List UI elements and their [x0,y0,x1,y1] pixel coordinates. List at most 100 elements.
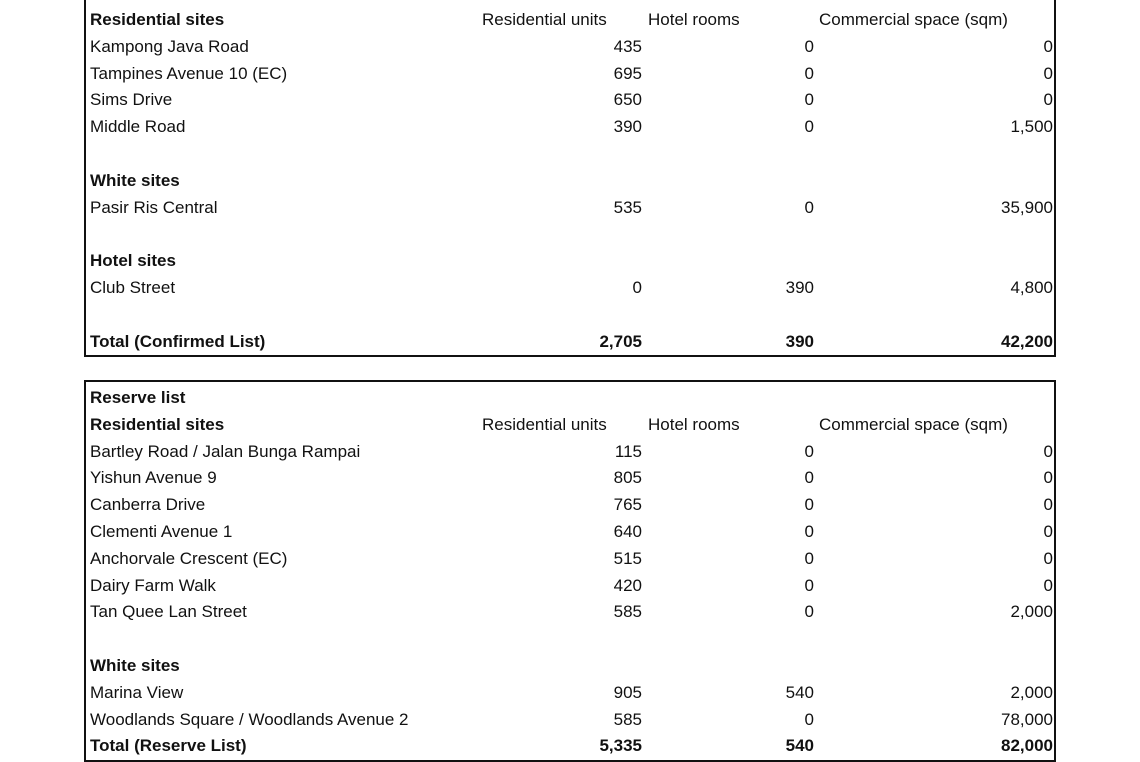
data-row: Tampines Avenue 10 (EC) 695 0 0 [86,61,1054,88]
hotel-rooms-value: 0 [804,468,814,488]
section-label: Reserve list [90,388,186,407]
hotel-rooms-value: 0 [804,63,814,83]
section-row: White sites [86,653,1054,680]
commercial-space-value: 0 [1043,495,1053,515]
data-row: Pasir Ris Central 535 0 35,900 [86,195,1054,222]
residential-units-value: 805 [613,468,642,488]
hotel-rooms-value: 0 [804,602,814,622]
data-row: Bartley Road / Jalan Bunga Rampai 115 0 0 [86,439,1054,466]
section-row: White sites [86,168,1054,195]
total-row: Total (Reserve List) 5,335 540 82,000 [86,733,1054,760]
header-label: Residential sites [90,414,225,434]
section-label: Hotel sites [90,251,176,271]
commercial-space-value: 1,500 [1010,117,1053,137]
site-name: Anchorvale Crescent (EC) [90,548,288,568]
total-label: Total (Confirmed List) [90,331,266,351]
residential-units-value: 585 [613,709,642,729]
hotel-rooms-value: 0 [804,521,814,541]
total-label: Total (Reserve List) [90,736,247,756]
section-row: Reserve list [86,385,1054,412]
commercial-space-value: 42,200 [1001,331,1053,351]
data-row: Dairy Farm Walk 420 0 0 [86,573,1054,600]
site-name: Pasir Ris Central [90,197,218,217]
hotel-rooms-value: 0 [804,548,814,568]
data-row: Sims Drive 650 0 0 [86,87,1054,114]
commercial-space-value: 0 [1043,36,1053,56]
commercial-space-value: 2,000 [1010,682,1053,702]
hotel-rooms-value: 0 [804,90,814,110]
commercial-space-value: 82,000 [1001,736,1053,756]
residential-units-value: 650 [613,90,642,110]
header-row: Residential sites Residential units Hotel … [86,7,1054,34]
residential-units-value: 535 [613,197,642,217]
column-header: Hotel rooms [648,414,740,434]
blank-row [86,221,1054,248]
blank-row [86,141,1054,168]
column-header: Hotel rooms [648,10,740,29]
site-name: Dairy Farm Walk [90,575,216,595]
column-header: Residential units [482,10,607,29]
hotel-rooms-value: 0 [804,441,814,461]
commercial-space-value: 2,000 [1010,602,1053,622]
column-header: Commercial space (sqm) [819,414,1008,434]
site-name: Marina View [90,682,184,702]
commercial-space-value: 35,900 [1001,197,1053,217]
data-row: Canberra Drive 765 0 0 [86,492,1054,519]
hotel-rooms-value: 0 [804,495,814,515]
hotel-rooms-value: 0 [804,36,814,56]
confirmed-list-table: Residential sites Residential units Hotel … [84,0,1056,358]
residential-units-value: 115 [614,441,642,461]
residential-units-value: 2,705 [599,331,642,351]
residential-units-value: 390 [613,117,642,137]
site-name: Middle Road [90,117,186,137]
hotel-rooms-value: 0 [804,117,814,137]
data-row: Yishun Avenue 9 805 0 0 [86,465,1054,492]
column-header: Residential units [482,414,607,434]
residential-units-value: 905 [613,682,642,702]
data-row: Anchorvale Crescent (EC) 515 0 0 [86,546,1054,573]
reserve-list-table: Reserve list Residential sites Residential… [84,380,1056,762]
residential-units-value: 585 [613,602,642,622]
hotel-rooms-value: 0 [804,575,814,595]
site-name: Club Street [90,277,176,297]
data-row: Club Street 0 390 4,800 [86,275,1054,302]
header-row: Residential sites Residential units Hotel … [86,412,1054,439]
data-row: Woodlands Square / Woodlands Avenue 2 585… [86,707,1054,734]
site-name: Canberra Drive [90,495,206,515]
site-name: Sims Drive [90,90,173,110]
header-label: Residential sites [90,10,225,29]
site-name: Bartley Road / Jalan Bunga Rampai [90,441,361,461]
residential-units-value: 0 [632,277,642,297]
residential-units-value: 515 [613,548,642,568]
site-name: Tampines Avenue 10 (EC) [90,63,288,83]
total-row: Total (Confirmed List) 2,705 390 42,200 [86,329,1054,356]
commercial-space-value: 0 [1043,575,1053,595]
commercial-space-value: 78,000 [1001,709,1053,729]
site-name: Kampong Java Road [90,36,249,56]
residential-units-value: 435 [613,36,642,56]
hotel-rooms-value: 390 [785,277,814,297]
commercial-space-value: 0 [1043,63,1053,83]
data-row: Kampong Java Road 435 0 0 [86,34,1054,61]
residential-units-value: 420 [613,575,642,595]
commercial-space-value: 0 [1043,90,1053,110]
blank-row [86,302,1054,329]
data-row: Tan Quee Lan Street 585 0 2,000 [86,599,1054,626]
data-row: Clementi Avenue 1 640 0 0 [86,519,1054,546]
commercial-space-value: 0 [1043,521,1053,541]
residential-units-value: 640 [613,521,642,541]
data-row: Marina View 905 540 2,000 [86,680,1054,707]
hotel-rooms-value: 0 [804,197,814,217]
hotel-rooms-value: 540 [785,736,814,756]
site-name: Woodlands Square / Woodlands Avenue 2 [90,709,409,729]
site-name: Clementi Avenue 1 [90,521,233,541]
commercial-space-value: 0 [1043,548,1053,568]
commercial-space-value: 0 [1043,441,1053,461]
section-label: White sites [90,655,180,675]
site-name: Tan Quee Lan Street [90,602,247,622]
section-row: Hotel sites [86,248,1054,275]
data-row: Middle Road 390 0 1,500 [86,114,1054,141]
section-label: White sites [90,170,180,190]
column-header: Commercial space (sqm) [819,10,1008,29]
site-name: Yishun Avenue 9 [90,468,217,488]
